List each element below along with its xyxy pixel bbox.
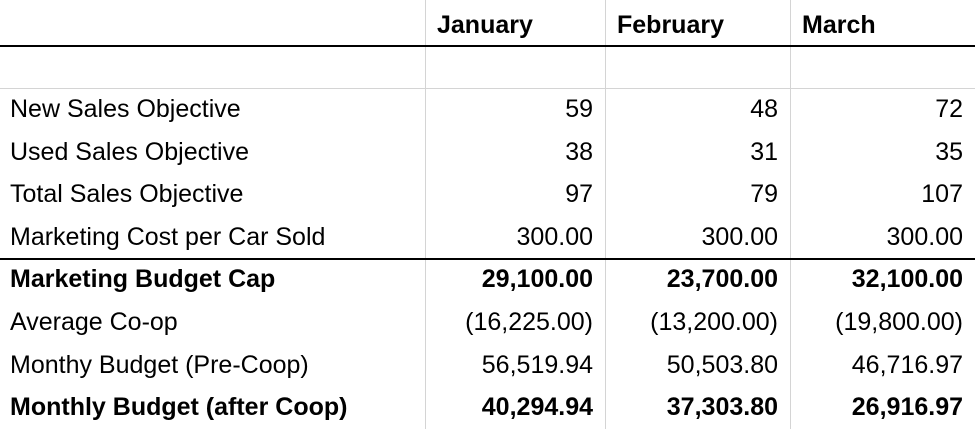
cell-value: (13,200.00) <box>650 308 778 336</box>
cell-value: 107 <box>921 180 963 209</box>
cell-value: 50,503.80 <box>666 350 778 379</box>
cell-value: 35 <box>935 137 963 166</box>
cell-value: 32,100.00 <box>851 265 963 294</box>
cell-value: 37,303.80 <box>666 393 778 422</box>
row-label: Used Sales Objective <box>10 137 250 166</box>
cell-value: 79 <box>750 180 778 209</box>
cell-value: 40,294.94 <box>481 393 593 422</box>
cell-value: 38 <box>565 137 593 166</box>
cell-value: 56,519.94 <box>481 350 593 379</box>
cell-value: (16,225.00) <box>465 308 593 336</box>
column-header: January <box>437 11 533 39</box>
cell-value: 31 <box>750 137 778 166</box>
cell-value: 300.00 <box>701 222 778 251</box>
cell-value: 72 <box>935 95 963 123</box>
row-label: Marketing Budget Cap <box>10 265 276 294</box>
cell-value: 97 <box>565 180 593 209</box>
cell-value: 29,100.00 <box>481 265 593 294</box>
cell-value: 59 <box>565 95 593 123</box>
cell-value: 300.00 <box>886 222 963 251</box>
cell-value: (19,800.00) <box>835 308 963 336</box>
cell-value: 48 <box>750 95 778 123</box>
row-label: Average Co-op <box>10 308 178 336</box>
column-divider <box>790 0 791 429</box>
cell-value: 300.00 <box>516 222 593 251</box>
section-rule <box>0 258 975 260</box>
column-divider <box>425 0 426 429</box>
cell-value: 23,700.00 <box>666 265 778 294</box>
column-header: February <box>617 11 724 39</box>
cell-value: 26,916.97 <box>851 393 963 422</box>
column-divider <box>605 0 606 429</box>
row-label: Marketing Cost per Car Sold <box>10 222 326 251</box>
row-label: New Sales Objective <box>10 95 241 123</box>
row-divider <box>0 88 975 89</box>
row-label: Total Sales Objective <box>10 180 244 209</box>
cell-value: 46,716.97 <box>851 350 963 379</box>
row-label: Monthly Budget (after Coop) <box>10 393 348 422</box>
header-rule <box>0 45 975 47</box>
column-header: March <box>802 11 876 39</box>
row-label: Monthy Budget (Pre-Coop) <box>10 350 309 379</box>
